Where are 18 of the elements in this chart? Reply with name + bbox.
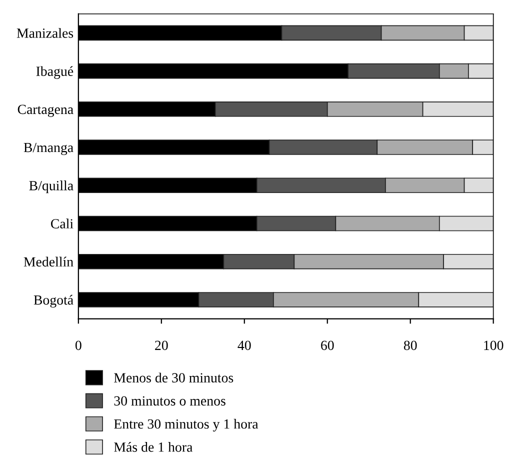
x-tick-label: 80 xyxy=(404,340,417,350)
x-tick-label: 20 xyxy=(155,340,168,350)
y-tick-label: Cartagena xyxy=(18,104,74,117)
legend-label: Más de 1 hora xyxy=(114,442,193,452)
y-tick-label: Ibagué xyxy=(36,66,74,79)
y-tick-label: B/quilla xyxy=(29,180,74,194)
x-tick-label: 40 xyxy=(238,340,251,350)
legend-label: 30 minutos o menos xyxy=(114,396,226,406)
y-tick-label: Bogotá xyxy=(34,294,74,308)
y-tick-label: Manizales xyxy=(16,28,74,38)
x-tick-label: 0 xyxy=(75,340,82,350)
x-tick-label: 60 xyxy=(321,340,334,350)
x-tick-label: 100 xyxy=(484,340,504,350)
y-tick-label: Cali xyxy=(50,218,74,228)
legend-label: Entre 30 minutos y 1 hora xyxy=(114,418,258,432)
y-tick-label: B/manga xyxy=(24,142,74,156)
y-tick-label: Medellín xyxy=(24,256,74,267)
legend-label: Menos de 30 minutos xyxy=(114,372,234,382)
